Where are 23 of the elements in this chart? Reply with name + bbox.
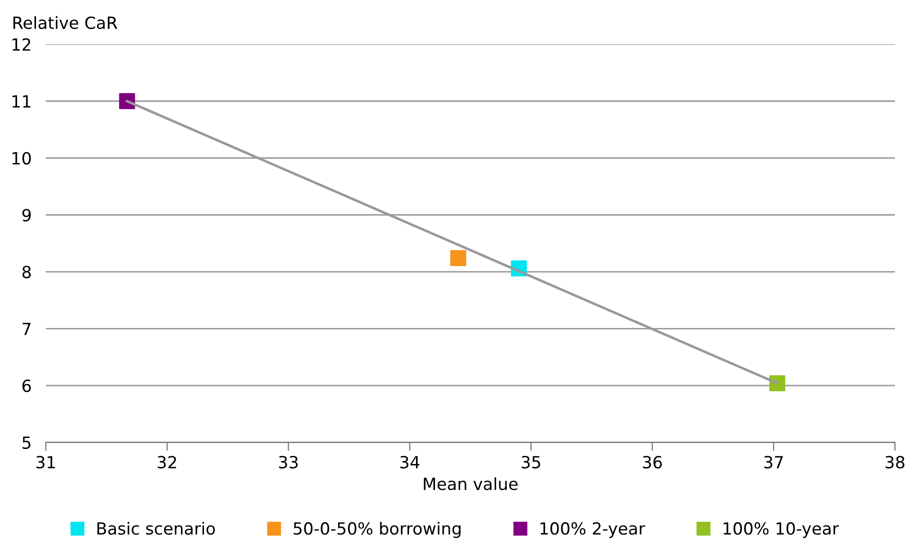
x-tick-label: 38 [886, 456, 904, 468]
x-axis-title: Mean value [424, 477, 518, 490]
y-tick-label: 7 [22, 322, 30, 335]
x-tick-label: 35 [522, 456, 540, 468]
legend-label: 50-0-50% borrowing [294, 522, 461, 538]
point [450, 250, 466, 266]
legend-label: 100% 10-year [724, 522, 839, 538]
x-tick-label: 31 [36, 456, 55, 468]
y-tick-label: 6 [22, 379, 31, 392]
x-tick-label: 33 [279, 456, 298, 468]
x-tick-label: 37 [764, 456, 783, 468]
x-tick-label: 32 [158, 456, 176, 468]
y-tick-label: 8 [22, 266, 31, 278]
y-tick-label: 9 [22, 208, 31, 222]
y-tick-label: 12 [12, 38, 30, 51]
legend-label: Basic scenario [97, 522, 215, 535]
x-tick-label: 36 [642, 456, 662, 468]
legend-label: 100% 2-year [540, 522, 646, 538]
y-tick-label: 11 [12, 95, 30, 108]
y-tick-label: 5 [22, 436, 30, 449]
y-tick-label: 10 [12, 152, 31, 165]
y-axis-title: Relative CaR [13, 16, 118, 30]
x-tick-label: 34 [400, 456, 420, 468]
